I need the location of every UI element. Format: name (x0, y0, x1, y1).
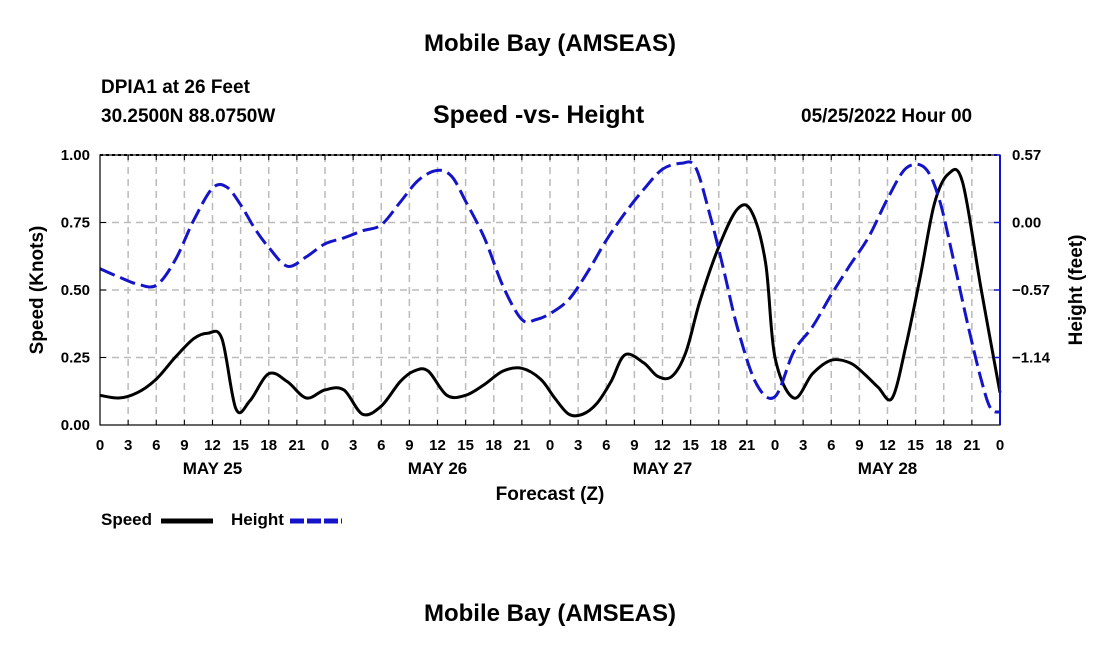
x-tick-label: 9 (180, 437, 188, 454)
x-tick-label: 18 (935, 437, 952, 454)
x-tick-label: 3 (349, 437, 357, 454)
x-tick-label: 6 (377, 437, 385, 454)
y-tick-label: 1.00 (61, 147, 90, 164)
day-label: MAY 25 (183, 459, 243, 478)
x-tick-label: 9 (630, 437, 638, 454)
height-series-line (99, 160, 1001, 414)
x-tick-label: 21 (739, 437, 756, 454)
x-tick-label: 6 (152, 437, 160, 454)
y-tick-label: 0.50 (61, 282, 90, 299)
x-tick-label: 15 (907, 437, 924, 454)
x-tick-label: 12 (654, 437, 671, 454)
y2-tick-label: 0.57 (1012, 147, 1041, 164)
x-tick-label: 18 (485, 437, 502, 454)
series-lines (99, 160, 1002, 418)
x-tick-label: 12 (879, 437, 896, 454)
x-tick-label: 0 (996, 437, 1004, 454)
y2-tick-label: −1.14 (1012, 350, 1051, 367)
x-tick-label: 12 (204, 437, 221, 454)
y-tick-label: 0.25 (61, 350, 90, 367)
y2-axis-title: Height (feet) (1066, 235, 1087, 346)
footer-title: Mobile Bay (AMSEAS) (423, 600, 677, 627)
x-tick-label: 0 (96, 437, 104, 454)
x-tick-label: 15 (232, 437, 249, 454)
y2-tick-label: 0.00 (1012, 215, 1041, 232)
x-tick-label: 12 (429, 437, 446, 454)
y-tick-label: 0.00 (61, 417, 90, 434)
x-tick-label: 3 (124, 437, 132, 454)
x-axis-title: Forecast (Z) (496, 484, 605, 505)
x-tick-label: 0 (321, 437, 329, 454)
legend-speed-label: Speed (101, 510, 153, 529)
day-label: MAY 28 (858, 459, 918, 478)
x-tick-label: 0 (771, 437, 779, 454)
forecast-datetime: 05/25/2022 Hour 00 (801, 106, 973, 127)
x-tick-label: 15 (457, 437, 474, 454)
x-tick-label: 3 (799, 437, 807, 454)
x-tick-label: 21 (964, 437, 981, 454)
axes: 0 3 6 9 12 15 18 21 0 3 6 9 12 15 18 21 0 3 6 9 12 15 18 21 0 3 6 9… (27, 147, 1087, 505)
x-tick-label: 6 (602, 437, 610, 454)
x-tick-label: 21 (514, 437, 531, 454)
x-tick-label: 21 (289, 437, 306, 454)
y-tick-label: 0.75 (61, 215, 90, 232)
station-label: DPIA1 at 26 Feet (101, 77, 250, 98)
x-tick-label: 9 (855, 437, 863, 454)
grid (100, 155, 1000, 425)
day-label: MAY 27 (633, 459, 693, 478)
chart-title: Speed -vs- Height (433, 101, 645, 129)
speed-series-line (99, 167, 1002, 418)
day-label: MAY 26 (408, 459, 468, 478)
coordinates-label: 30.2500N 88.0750W (101, 106, 276, 127)
y-axis-title: Speed (Knots) (27, 226, 48, 355)
x-tick-label: 18 (710, 437, 727, 454)
x-tick-label: 6 (827, 437, 835, 454)
x-tick-label: 3 (574, 437, 582, 454)
y2-tick-label: −0.57 (1012, 282, 1050, 299)
x-tick-label: 0 (546, 437, 554, 454)
x-tick-label: 18 (260, 437, 277, 454)
x-tick-label: 9 (405, 437, 413, 454)
x-tick-label: 15 (682, 437, 699, 454)
page-title: Mobile Bay (AMSEAS) (423, 30, 677, 57)
legend-height-label: Height (231, 510, 284, 529)
